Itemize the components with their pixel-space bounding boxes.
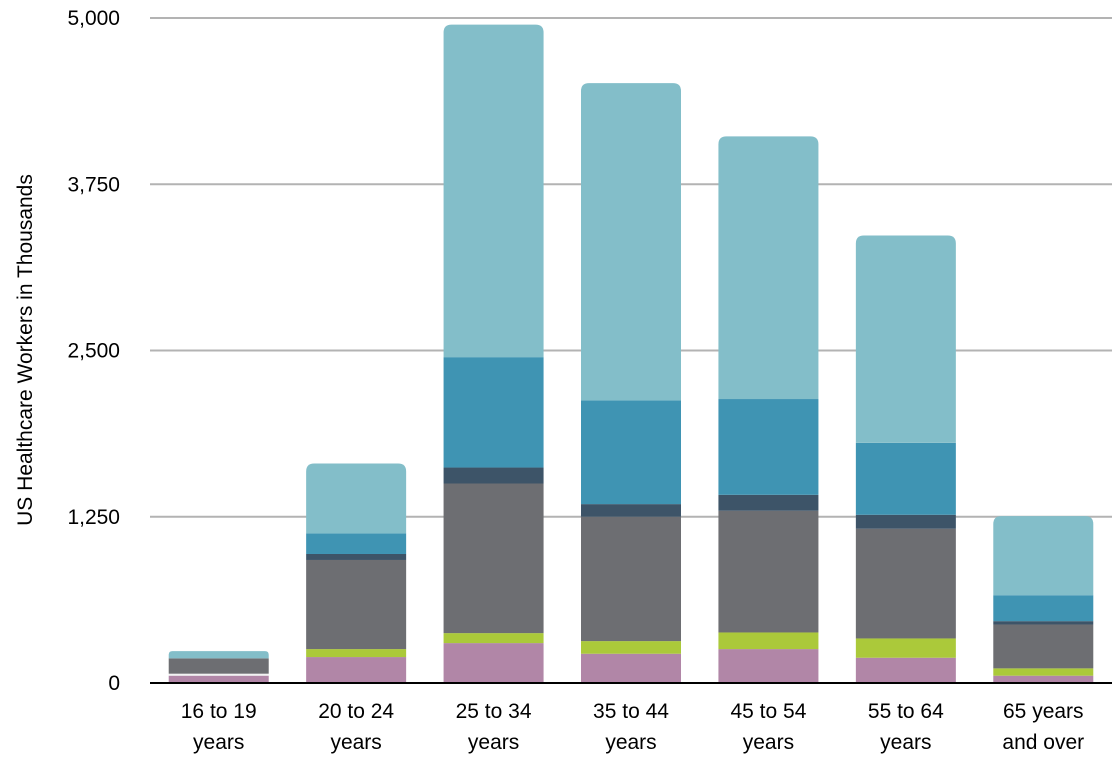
y-axis-tick-labels: 0 1,250 2,500 3,750 5,000 bbox=[67, 7, 120, 695]
bar-stack bbox=[168, 651, 269, 683]
bar-segment bbox=[855, 528, 956, 639]
x-tick-label: and over bbox=[1002, 731, 1084, 754]
bar-segment bbox=[993, 595, 1094, 622]
bar-segment bbox=[855, 514, 956, 529]
bar-segment bbox=[443, 24, 544, 358]
bar-segment bbox=[443, 357, 544, 468]
bar-segment bbox=[581, 83, 681, 401]
bar-segment bbox=[443, 643, 544, 683]
bar-segment bbox=[993, 516, 1094, 596]
x-tick-label: 25 to 34 bbox=[456, 700, 532, 723]
y-axis-title: US Healthcare Workers in Thousands bbox=[14, 174, 37, 526]
bar-segment bbox=[718, 510, 819, 633]
x-tick-label: years bbox=[330, 731, 381, 754]
bar-segment bbox=[306, 463, 407, 534]
y-tick-label: 2,500 bbox=[67, 340, 120, 363]
bar-segment bbox=[443, 633, 544, 644]
x-tick-label: 35 to 44 bbox=[593, 700, 669, 723]
bar-segment bbox=[306, 649, 407, 658]
bar-segment bbox=[443, 467, 544, 484]
bar-segment bbox=[855, 657, 956, 683]
bar-segment bbox=[718, 649, 819, 683]
y-tick-label: 1,250 bbox=[67, 506, 120, 529]
y-tick-label: 3,750 bbox=[67, 173, 120, 196]
x-tick-label: years bbox=[468, 731, 519, 754]
bar-segment bbox=[168, 673, 269, 676]
bar-segment bbox=[306, 533, 407, 554]
bar-segment bbox=[306, 553, 407, 560]
bar-segment bbox=[718, 399, 819, 495]
bar-segment bbox=[581, 504, 681, 517]
bar-segment bbox=[718, 632, 819, 650]
x-axis-tick-labels: 16 to 19 years 20 to 24 years 25 to 34 years 3… bbox=[181, 700, 1084, 754]
x-tick-label: 45 to 54 bbox=[730, 700, 806, 723]
bar-segment bbox=[718, 494, 819, 511]
bar-segment bbox=[443, 483, 544, 634]
bar-segment bbox=[306, 559, 407, 650]
bar-stack bbox=[581, 83, 681, 683]
x-tick-label: years bbox=[605, 731, 656, 754]
bar-stack bbox=[855, 235, 956, 683]
x-tick-label: years bbox=[743, 731, 794, 754]
bar-segment bbox=[306, 657, 407, 683]
bar-segment bbox=[168, 675, 269, 683]
bar-segment bbox=[168, 658, 269, 674]
bar-segment bbox=[168, 651, 269, 659]
bar-segment bbox=[581, 653, 681, 683]
bar-segment bbox=[581, 400, 681, 505]
x-tick-label: years bbox=[193, 731, 244, 754]
bar-segment bbox=[993, 621, 1094, 625]
x-tick-label: 16 to 19 bbox=[181, 700, 257, 723]
bar-stacks bbox=[168, 24, 1094, 683]
bar-segment bbox=[718, 136, 819, 400]
bar-stack bbox=[306, 463, 407, 683]
bar-segment bbox=[581, 641, 681, 654]
bar-segment bbox=[993, 624, 1094, 669]
bar-segment bbox=[855, 235, 956, 443]
x-tick-label: years bbox=[880, 731, 931, 754]
bar-segment bbox=[581, 516, 681, 642]
bar-segment bbox=[855, 638, 956, 658]
x-tick-label: 20 to 24 bbox=[318, 700, 394, 723]
y-tick-label: 0 bbox=[108, 672, 120, 695]
x-tick-label: 65 years bbox=[1003, 700, 1084, 723]
x-tick-label: 55 to 64 bbox=[868, 700, 944, 723]
bar-segment bbox=[855, 442, 956, 515]
bar-stack bbox=[993, 516, 1094, 683]
y-tick-label: 5,000 bbox=[67, 7, 120, 30]
bar-stack bbox=[718, 136, 819, 683]
bar-segment bbox=[993, 675, 1094, 683]
bar-segment bbox=[993, 668, 1094, 676]
bar-stack bbox=[443, 24, 544, 683]
